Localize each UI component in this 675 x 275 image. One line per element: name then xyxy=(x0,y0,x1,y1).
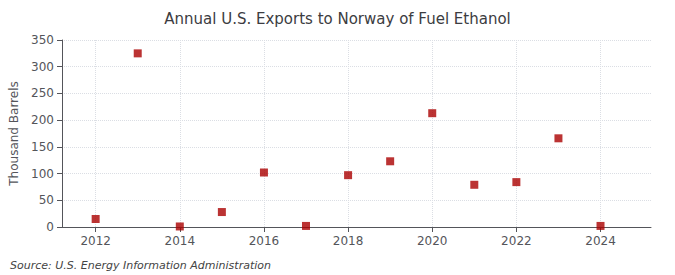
svg-text:350: 350 xyxy=(31,33,54,47)
svg-text:100: 100 xyxy=(31,167,54,181)
svg-text:Thousand Barrels: Thousand Barrels xyxy=(7,81,21,186)
svg-text:250: 250 xyxy=(31,86,54,100)
svg-text:2022: 2022 xyxy=(501,234,532,248)
svg-text:Source: U.S. Energy Informatio: Source: U.S. Energy Information Administ… xyxy=(10,259,271,272)
svg-text:50: 50 xyxy=(39,193,54,207)
svg-text:200: 200 xyxy=(31,113,54,127)
svg-text:Annual U.S. Exports to Norway: Annual U.S. Exports to Norway of Fuel Et… xyxy=(164,10,511,28)
svg-text:2024: 2024 xyxy=(585,234,616,248)
svg-text:2014: 2014 xyxy=(165,234,196,248)
svg-text:0: 0 xyxy=(46,220,54,234)
svg-text:2018: 2018 xyxy=(333,234,364,248)
svg-text:2020: 2020 xyxy=(417,234,448,248)
svg-text:300: 300 xyxy=(31,60,54,74)
svg-text:150: 150 xyxy=(31,140,54,154)
svg-text:2012: 2012 xyxy=(80,234,111,248)
svg-text:2016: 2016 xyxy=(249,234,280,248)
